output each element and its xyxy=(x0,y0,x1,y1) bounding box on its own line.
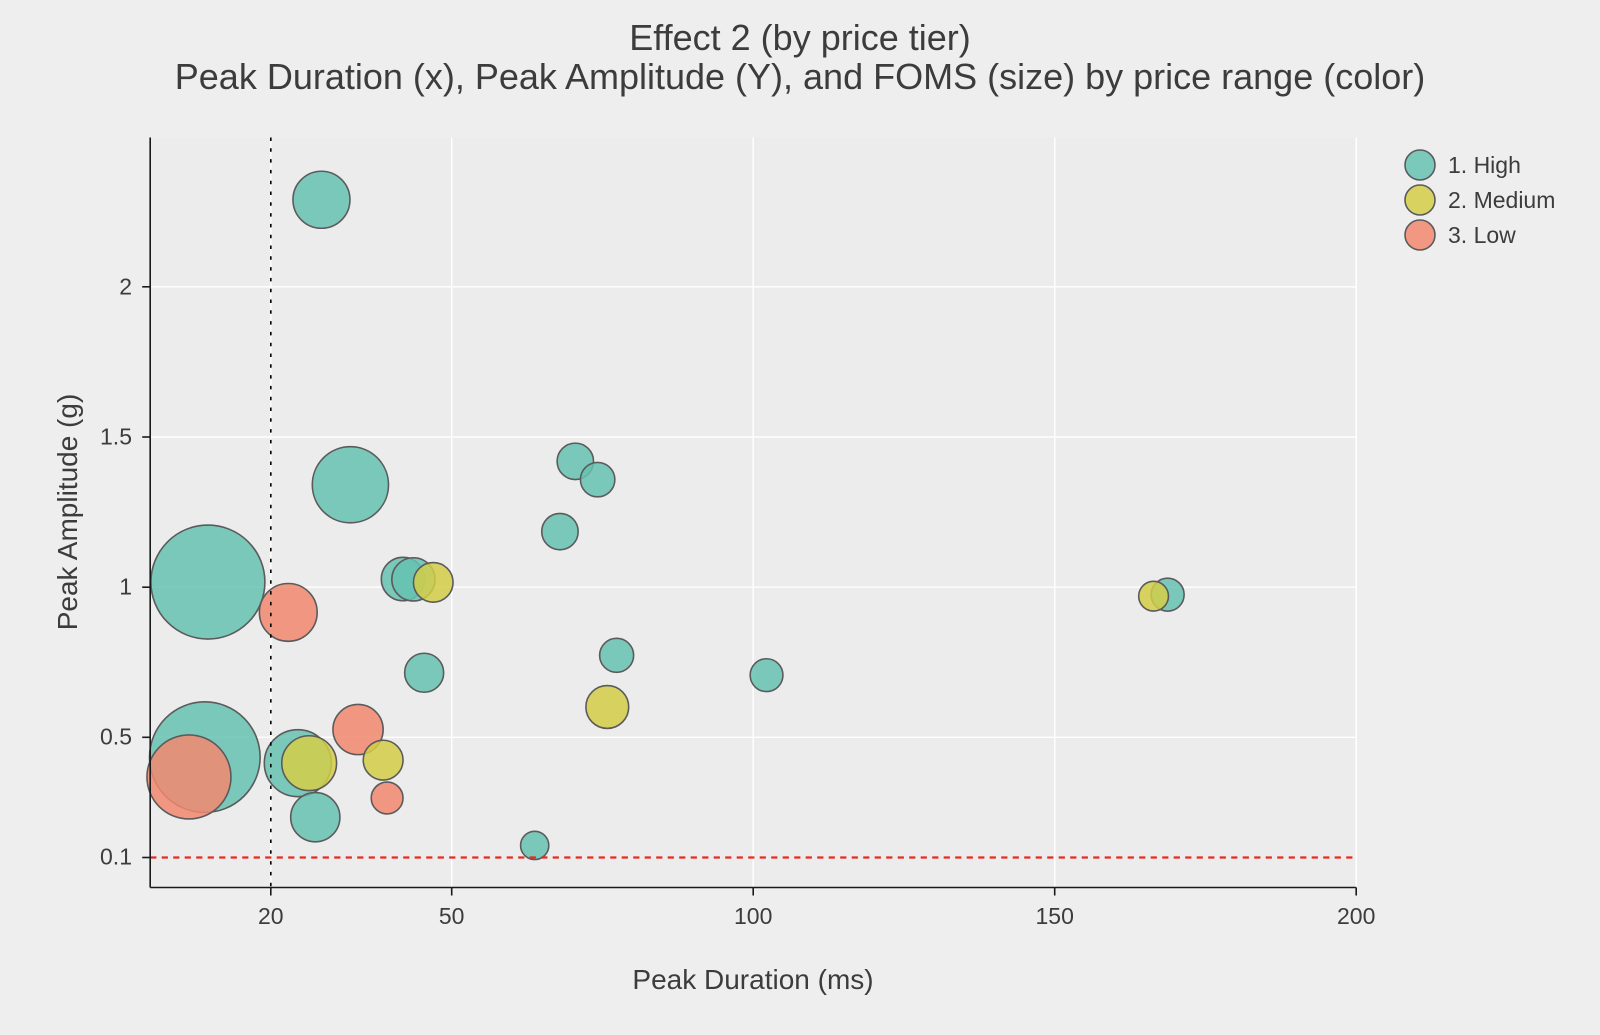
svg-text:2: 2 xyxy=(119,274,132,300)
svg-text:3. Low: 3. Low xyxy=(1448,222,1516,248)
svg-text:0.1: 0.1 xyxy=(100,844,132,870)
svg-text:0.5: 0.5 xyxy=(100,724,132,750)
svg-text:Peak Amplitude (g): Peak Amplitude (g) xyxy=(52,394,83,631)
svg-text:1. High: 1. High xyxy=(1448,152,1521,178)
svg-text:Peak Duration (ms): Peak Duration (ms) xyxy=(632,964,873,995)
svg-text:1: 1 xyxy=(119,574,132,600)
svg-text:1.5: 1.5 xyxy=(100,424,132,450)
svg-text:2. Medium: 2. Medium xyxy=(1448,187,1555,213)
svg-text:200: 200 xyxy=(1337,903,1375,929)
svg-text:100: 100 xyxy=(734,903,772,929)
svg-text:20: 20 xyxy=(258,903,284,929)
svg-text:150: 150 xyxy=(1036,903,1074,929)
svg-text:50: 50 xyxy=(439,903,465,929)
